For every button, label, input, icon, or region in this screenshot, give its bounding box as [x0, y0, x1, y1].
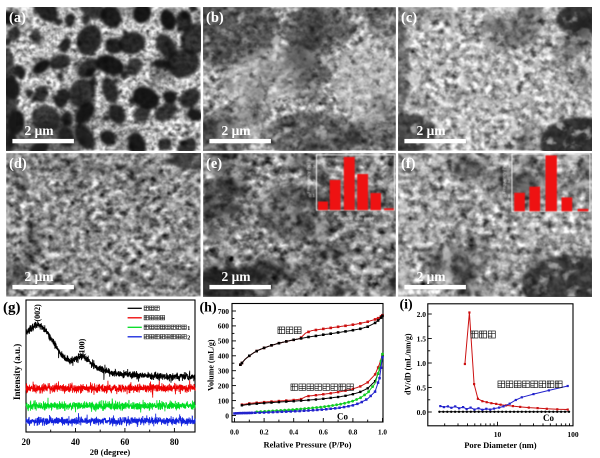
svg-text:Relative Pressure (P/Po): Relative Pressure (P/Po) — [264, 440, 352, 450]
svg-text:2 μm: 2 μm — [221, 123, 251, 138]
svg-text:Intensity (a.u.): Intensity (a.u.) — [12, 344, 22, 400]
svg-text:1.0: 1.0 — [417, 359, 427, 368]
svg-text:0.1: 0.1 — [504, 193, 511, 198]
svg-text:55: 55 — [359, 210, 365, 215]
svg-text:(g): (g) — [3, 300, 21, 316]
svg-text:500: 500 — [218, 337, 230, 346]
svg-text:(e): (e) — [206, 155, 222, 171]
svg-text:50: 50 — [564, 211, 570, 216]
svg-text:40: 40 — [532, 211, 538, 216]
svg-text:600: 600 — [218, 322, 230, 331]
svg-text:(002): (002) — [33, 304, 42, 322]
svg-text:80: 80 — [170, 437, 180, 447]
svg-text:Frequency (%): Frequency (%) — [306, 162, 311, 193]
svg-text:Co: Co — [543, 413, 554, 423]
svg-text:Volume (mL/g): Volume (mL/g) — [207, 339, 216, 391]
svg-text:0.0: 0.0 — [230, 429, 239, 437]
svg-text:400: 400 — [218, 352, 230, 361]
svg-text:60: 60 — [120, 437, 130, 447]
svg-text:(c): (c) — [401, 10, 417, 26]
svg-text:dV/dD (mL/nm/g): dV/dD (mL/nm/g) — [404, 333, 413, 395]
svg-text:0.3: 0.3 — [308, 164, 315, 169]
svg-text:35: 35 — [517, 211, 523, 216]
svg-text:(a): (a) — [9, 10, 26, 26]
svg-text:(100): (100) — [78, 338, 87, 356]
svg-text:20: 20 — [22, 437, 32, 447]
svg-text:10: 10 — [494, 430, 502, 439]
svg-text:2 μm: 2 μm — [416, 123, 446, 138]
svg-text:2 μm: 2 μm — [24, 269, 54, 284]
svg-text:(d): (d) — [9, 155, 27, 171]
svg-text:50: 50 — [346, 210, 352, 215]
svg-text:0.2: 0.2 — [308, 178, 315, 183]
svg-text:Particle size (nm): Particle size (nm) — [533, 217, 570, 222]
svg-text:45: 45 — [333, 210, 339, 215]
svg-text:0.8: 0.8 — [348, 429, 357, 437]
svg-text:2 μm: 2 μm — [24, 123, 54, 138]
svg-text:55: 55 — [580, 211, 586, 216]
svg-text:300: 300 — [218, 367, 230, 376]
svg-text:0.2: 0.2 — [504, 178, 511, 183]
svg-text:0: 0 — [225, 411, 229, 420]
svg-text:1.0: 1.0 — [378, 429, 387, 437]
svg-text:0.6: 0.6 — [319, 429, 328, 437]
svg-text:(f): (f) — [401, 155, 416, 171]
svg-text:Co: Co — [337, 412, 348, 422]
svg-text:100: 100 — [218, 396, 230, 405]
svg-text:Particle size (nm): Particle size (nm) — [337, 216, 374, 221]
svg-text:0.1: 0.1 — [308, 193, 315, 198]
svg-text:45: 45 — [549, 211, 555, 216]
svg-text:(b): (b) — [206, 10, 224, 26]
svg-text:0.2: 0.2 — [260, 429, 269, 437]
svg-text:1: 1 — [187, 326, 190, 332]
svg-text:(h): (h) — [200, 301, 217, 316]
svg-text:100: 100 — [567, 430, 579, 439]
svg-text:0.5: 0.5 — [417, 383, 427, 392]
svg-text:40: 40 — [71, 437, 81, 447]
svg-text:0.3: 0.3 — [504, 163, 511, 168]
svg-text:Pore Diameter (nm): Pore Diameter (nm) — [464, 440, 537, 450]
svg-text:2: 2 — [187, 335, 190, 341]
svg-text:65: 65 — [385, 210, 391, 215]
svg-text:200: 200 — [218, 381, 230, 390]
svg-text:0.0: 0.0 — [417, 408, 427, 417]
svg-text:2.0: 2.0 — [417, 310, 427, 319]
svg-text:1.5: 1.5 — [417, 334, 427, 343]
svg-text:0.4: 0.4 — [289, 429, 298, 437]
svg-text:2θ (degree): 2θ (degree) — [90, 447, 131, 457]
svg-text:Frequency (%): Frequency (%) — [501, 162, 506, 193]
svg-text:(i): (i) — [400, 298, 414, 313]
svg-text:700: 700 — [218, 307, 230, 316]
svg-text:60: 60 — [372, 210, 378, 215]
svg-text:2 μm: 2 μm — [416, 269, 446, 284]
svg-text:2 μm: 2 μm — [221, 269, 251, 284]
svg-text:40: 40 — [320, 210, 326, 215]
